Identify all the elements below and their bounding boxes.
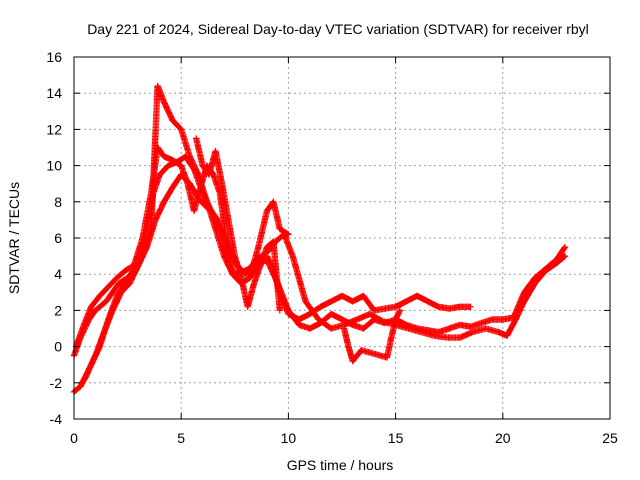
y-axis-label: SDTVAR / TECUs — [6, 182, 22, 294]
x-tick-label: 25 — [602, 430, 618, 446]
y-tick-label: 4 — [54, 266, 62, 282]
y-tick-label: 6 — [54, 230, 62, 246]
x-tick-label: 0 — [70, 430, 78, 446]
x-tick-label: 20 — [495, 430, 511, 446]
y-tick-label: 8 — [54, 194, 62, 210]
series-markers — [340, 307, 404, 365]
y-tick-label: 2 — [54, 302, 62, 318]
series-track-d — [81, 82, 292, 383]
axis-ticks: 0 5 10 15 20 25 -4 -2 0 2 4 6 8 10 12 14 16 — [46, 49, 618, 446]
x-tick-label: 5 — [177, 430, 185, 446]
y-tick-label: 12 — [46, 121, 62, 137]
series-track-f — [340, 307, 404, 365]
y-tick-label: 14 — [46, 85, 62, 101]
series-track-e — [193, 135, 283, 314]
x-tick-label: 15 — [388, 430, 404, 446]
y-tick-label: -4 — [50, 411, 63, 427]
y-tick-label: 10 — [46, 158, 62, 174]
x-axis-label: GPS time / hours — [287, 457, 394, 473]
y-tick-label: 0 — [54, 339, 62, 355]
chart-title: Day 221 of 2024, Sidereal Day-to-day VTE… — [87, 21, 589, 37]
y-tick-label: -2 — [50, 375, 63, 391]
x-tick-label: 10 — [281, 430, 297, 446]
series-markers — [81, 82, 292, 383]
series-markers — [193, 135, 283, 314]
y-tick-label: 16 — [46, 49, 62, 65]
